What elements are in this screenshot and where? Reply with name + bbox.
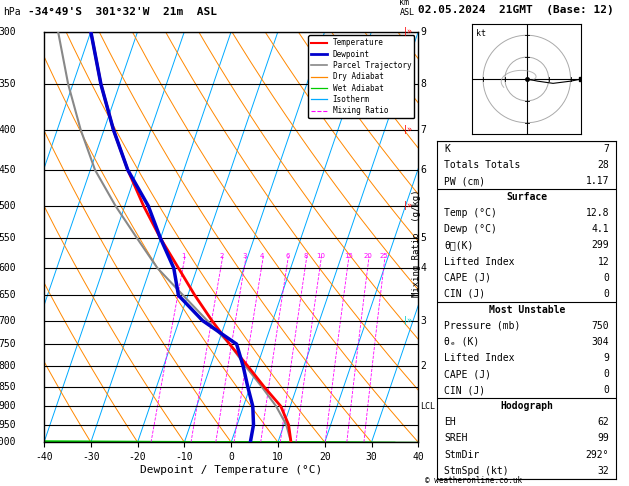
Text: SREH: SREH (444, 434, 468, 444)
Text: 0: 0 (603, 289, 610, 299)
Text: 299: 299 (592, 241, 610, 250)
Text: 1000: 1000 (0, 437, 16, 447)
Text: Surface: Surface (506, 192, 547, 202)
Text: θᴇ(K): θᴇ(K) (444, 241, 474, 250)
Text: 7: 7 (603, 144, 610, 154)
Text: θₑ (K): θₑ (K) (444, 337, 479, 347)
Text: 7: 7 (420, 125, 426, 135)
Text: Most Unstable: Most Unstable (489, 305, 565, 315)
Text: 550: 550 (0, 233, 16, 243)
Text: 9: 9 (420, 27, 426, 36)
Text: km
ASL: km ASL (399, 0, 415, 17)
Text: Totals Totals: Totals Totals (444, 160, 521, 170)
Text: 900: 900 (0, 401, 16, 411)
Text: 1: 1 (182, 253, 186, 259)
Text: 950: 950 (0, 420, 16, 430)
Text: CAPE (J): CAPE (J) (444, 369, 491, 379)
Text: |»: |» (403, 316, 413, 325)
Text: 10: 10 (316, 253, 325, 259)
Text: 0: 0 (603, 385, 610, 395)
Text: StmDir: StmDir (444, 450, 479, 460)
Text: Lifted Index: Lifted Index (444, 353, 515, 363)
Text: 25: 25 (380, 253, 389, 259)
Text: kt: kt (477, 29, 486, 38)
Text: |»: |» (403, 201, 413, 210)
Text: Pressure (mb): Pressure (mb) (444, 321, 521, 331)
Text: hPa: hPa (3, 7, 21, 17)
Text: CIN (J): CIN (J) (444, 385, 486, 395)
Text: 850: 850 (0, 382, 16, 392)
Text: 4: 4 (260, 253, 265, 259)
Text: 6: 6 (420, 165, 426, 175)
Legend: Temperature, Dewpoint, Parcel Trajectory, Dry Adiabat, Wet Adiabat, Isotherm, Mi: Temperature, Dewpoint, Parcel Trajectory… (308, 35, 415, 118)
Text: CAPE (J): CAPE (J) (444, 273, 491, 283)
Text: 4.1: 4.1 (592, 225, 610, 234)
Text: 99: 99 (598, 434, 610, 444)
Text: 32: 32 (598, 466, 610, 476)
Text: 0: 0 (603, 369, 610, 379)
Text: 0: 0 (603, 273, 610, 283)
Text: StmSpd (kt): StmSpd (kt) (444, 466, 509, 476)
Text: 28: 28 (598, 160, 610, 170)
Text: 700: 700 (0, 315, 16, 326)
Text: 20: 20 (364, 253, 373, 259)
Text: 600: 600 (0, 263, 16, 273)
Text: 3: 3 (243, 253, 247, 259)
Text: 8: 8 (304, 253, 308, 259)
Text: Temp (°C): Temp (°C) (444, 208, 497, 218)
Text: |»: |» (403, 125, 413, 134)
Text: LCL: LCL (420, 402, 435, 411)
Text: 500: 500 (0, 201, 16, 211)
Text: 8: 8 (420, 79, 426, 89)
Text: Lifted Index: Lifted Index (444, 257, 515, 267)
Text: 650: 650 (0, 290, 16, 300)
Text: Hodograph: Hodograph (500, 401, 554, 411)
Text: 1.17: 1.17 (586, 176, 610, 186)
Text: 300: 300 (0, 27, 16, 36)
Text: 450: 450 (0, 165, 16, 175)
Text: Mixing Ratio  (g/kg): Mixing Ratio (g/kg) (412, 189, 421, 297)
Text: 62: 62 (598, 417, 610, 427)
X-axis label: Dewpoint / Temperature (°C): Dewpoint / Temperature (°C) (140, 465, 322, 475)
Text: 750: 750 (592, 321, 610, 331)
Text: K: K (444, 144, 450, 154)
Text: 350: 350 (0, 79, 16, 89)
Text: 2: 2 (420, 361, 426, 371)
Text: 02.05.2024  21GMT  (Base: 12): 02.05.2024 21GMT (Base: 12) (418, 4, 614, 15)
Text: CIN (J): CIN (J) (444, 289, 486, 299)
Text: 12: 12 (598, 257, 610, 267)
Text: 4: 4 (420, 263, 426, 273)
Text: 6: 6 (285, 253, 290, 259)
Text: EH: EH (444, 417, 456, 427)
Text: 2: 2 (220, 253, 224, 259)
Text: -34°49'S  301°32'W  21m  ASL: -34°49'S 301°32'W 21m ASL (28, 7, 217, 17)
Text: © weatheronline.co.uk: © weatheronline.co.uk (425, 476, 521, 485)
Text: PW (cm): PW (cm) (444, 176, 486, 186)
Text: 3: 3 (420, 315, 426, 326)
Text: 12.8: 12.8 (586, 208, 610, 218)
Text: 400: 400 (0, 125, 16, 135)
Text: 15: 15 (343, 253, 353, 259)
Text: |»: |» (403, 27, 413, 36)
Text: 5: 5 (420, 233, 426, 243)
Text: 800: 800 (0, 361, 16, 371)
Text: 304: 304 (592, 337, 610, 347)
Text: 292°: 292° (586, 450, 610, 460)
Text: 9: 9 (603, 353, 610, 363)
Text: Dewp (°C): Dewp (°C) (444, 225, 497, 234)
Text: 750: 750 (0, 339, 16, 349)
